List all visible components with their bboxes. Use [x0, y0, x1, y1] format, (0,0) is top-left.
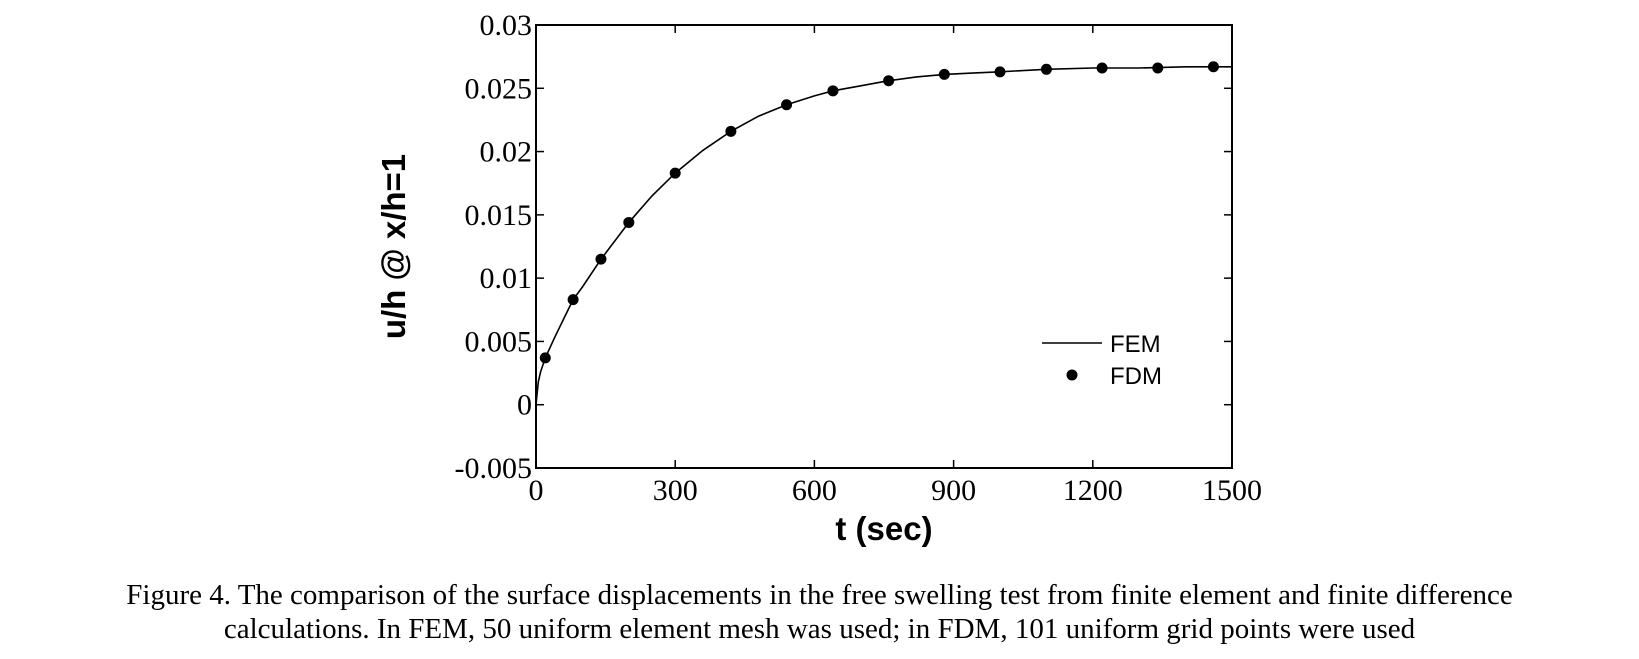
plot-frame — [535, 24, 1233, 469]
legend-label: FDM — [1110, 363, 1162, 390]
series-point-fdm — [781, 99, 793, 111]
y-tick-label: 0 — [517, 389, 532, 422]
caption-line-2: calculations. In FEM, 50 uniform element… — [223, 613, 1416, 645]
legend: FEM FDM — [1042, 331, 1162, 390]
series-point-fdm — [994, 66, 1006, 78]
series-point-fdm — [595, 253, 607, 265]
legend-marker-swatch — [1066, 369, 1078, 381]
y-tick-label: 0.03 — [480, 9, 533, 42]
y-tick-label: 0.005 — [465, 325, 533, 358]
x-tick-label: 300 — [653, 474, 698, 507]
y-tick-label: 0.025 — [465, 72, 533, 105]
x-tick-label: 0 — [529, 474, 544, 507]
series-point-fdm — [827, 85, 839, 97]
y-tick-label: 0.02 — [480, 136, 533, 169]
y-tick-label: 0.01 — [480, 262, 533, 295]
y-axis-title: u/h @ x/h=1 — [375, 154, 412, 339]
figure-caption: Figure 4. The comparison of the surface … — [0, 578, 1639, 646]
series-point-fdm — [669, 167, 681, 179]
series-point-fdm — [567, 294, 579, 306]
series-line-fem — [535, 66, 1232, 405]
series-point-fdm — [1207, 61, 1219, 73]
axis-ticks: 0 300 600 900 1200 1500-0.00500.0050.010.0150… — [455, 9, 1263, 507]
caption-line-1: Figure 4. The comparison of the surface … — [126, 579, 1513, 611]
series-point-fdm — [883, 75, 895, 87]
x-axis-title: t (sec) — [835, 510, 932, 547]
series-point-fdm — [1040, 63, 1052, 75]
y-tick-label: -0.005 — [455, 452, 533, 485]
y-tick-label: 0.015 — [465, 199, 533, 232]
x-tick-label: 900 — [931, 474, 976, 507]
series-point-fdm — [938, 68, 950, 80]
plot-area-border — [535, 24, 1233, 469]
series-point-fdm — [539, 352, 551, 364]
series-point-fdm — [1152, 62, 1164, 74]
series-point-fdm — [623, 216, 635, 228]
series-point-fdm — [1096, 62, 1108, 74]
series-point-fdm — [725, 125, 737, 137]
plot-series — [535, 61, 1232, 405]
x-tick-label: 600 — [792, 474, 837, 507]
x-tick-label: 1500 — [1202, 474, 1262, 507]
x-tick-label: 1200 — [1063, 474, 1123, 507]
legend-label: FEM — [1110, 331, 1161, 358]
